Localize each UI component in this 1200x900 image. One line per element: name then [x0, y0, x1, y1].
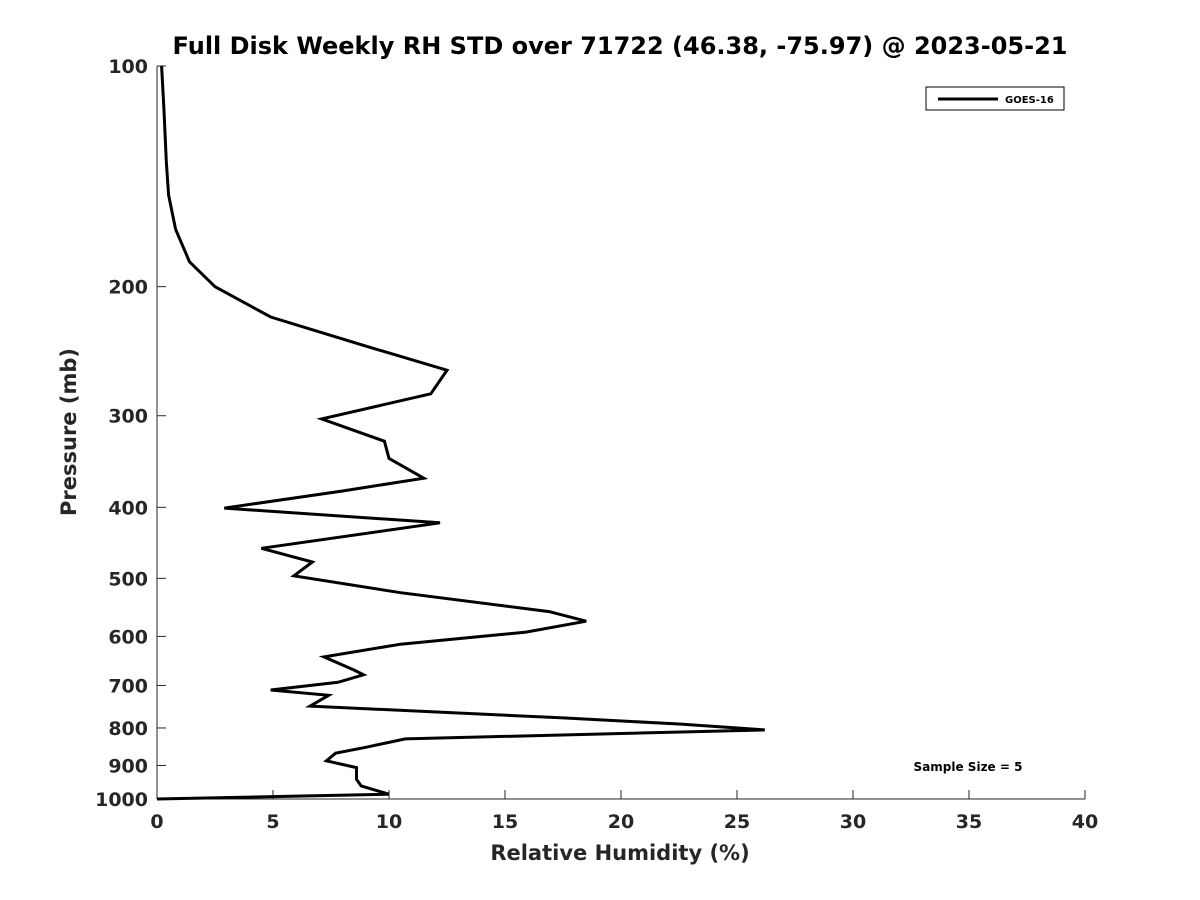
y-tick-label: 500 — [108, 568, 148, 590]
y-axis-label: Pressure (mb) — [57, 348, 81, 516]
y-tick-label: 700 — [108, 675, 148, 697]
x-tick-label: 5 — [266, 811, 279, 833]
legend: GOES-16 — [925, 86, 1065, 111]
y-tick-label: 200 — [108, 277, 148, 299]
series-line-goes16 — [156, 65, 765, 801]
y-tick-label: 300 — [108, 406, 148, 428]
x-axis-ticks: 0 5 10 15 20 25 30 35 40 — [150, 790, 1098, 833]
y-axis-ticks: 100 200 300 400 500 600 700 800 900 1000 — [95, 56, 166, 811]
y-tick-label: 400 — [108, 497, 148, 519]
x-tick-label: 20 — [608, 811, 634, 833]
x-tick-label: 0 — [150, 811, 163, 833]
x-tick-label: 30 — [840, 811, 866, 833]
y-tick-label: 1000 — [95, 789, 148, 811]
sample-size-annotation: Sample Size = 5 — [914, 760, 1023, 774]
y-tick-label: 100 — [108, 56, 148, 78]
x-tick-label: 40 — [1072, 811, 1098, 833]
x-tick-label: 10 — [376, 811, 402, 833]
x-tick-label: 15 — [492, 811, 518, 833]
y-tick-label: 600 — [108, 626, 148, 648]
y-tick-label: 900 — [108, 755, 148, 777]
x-tick-label: 25 — [724, 811, 750, 833]
y-tick-label: 800 — [108, 718, 148, 740]
x-tick-label: 35 — [956, 811, 982, 833]
x-axis-label: Relative Humidity (%) — [490, 841, 749, 865]
chart-title: Full Disk Weekly RH STD over 71722 (46.3… — [173, 32, 1068, 60]
series-layer — [156, 65, 765, 801]
legend-label-goes16: GOES-16 — [1005, 95, 1054, 106]
